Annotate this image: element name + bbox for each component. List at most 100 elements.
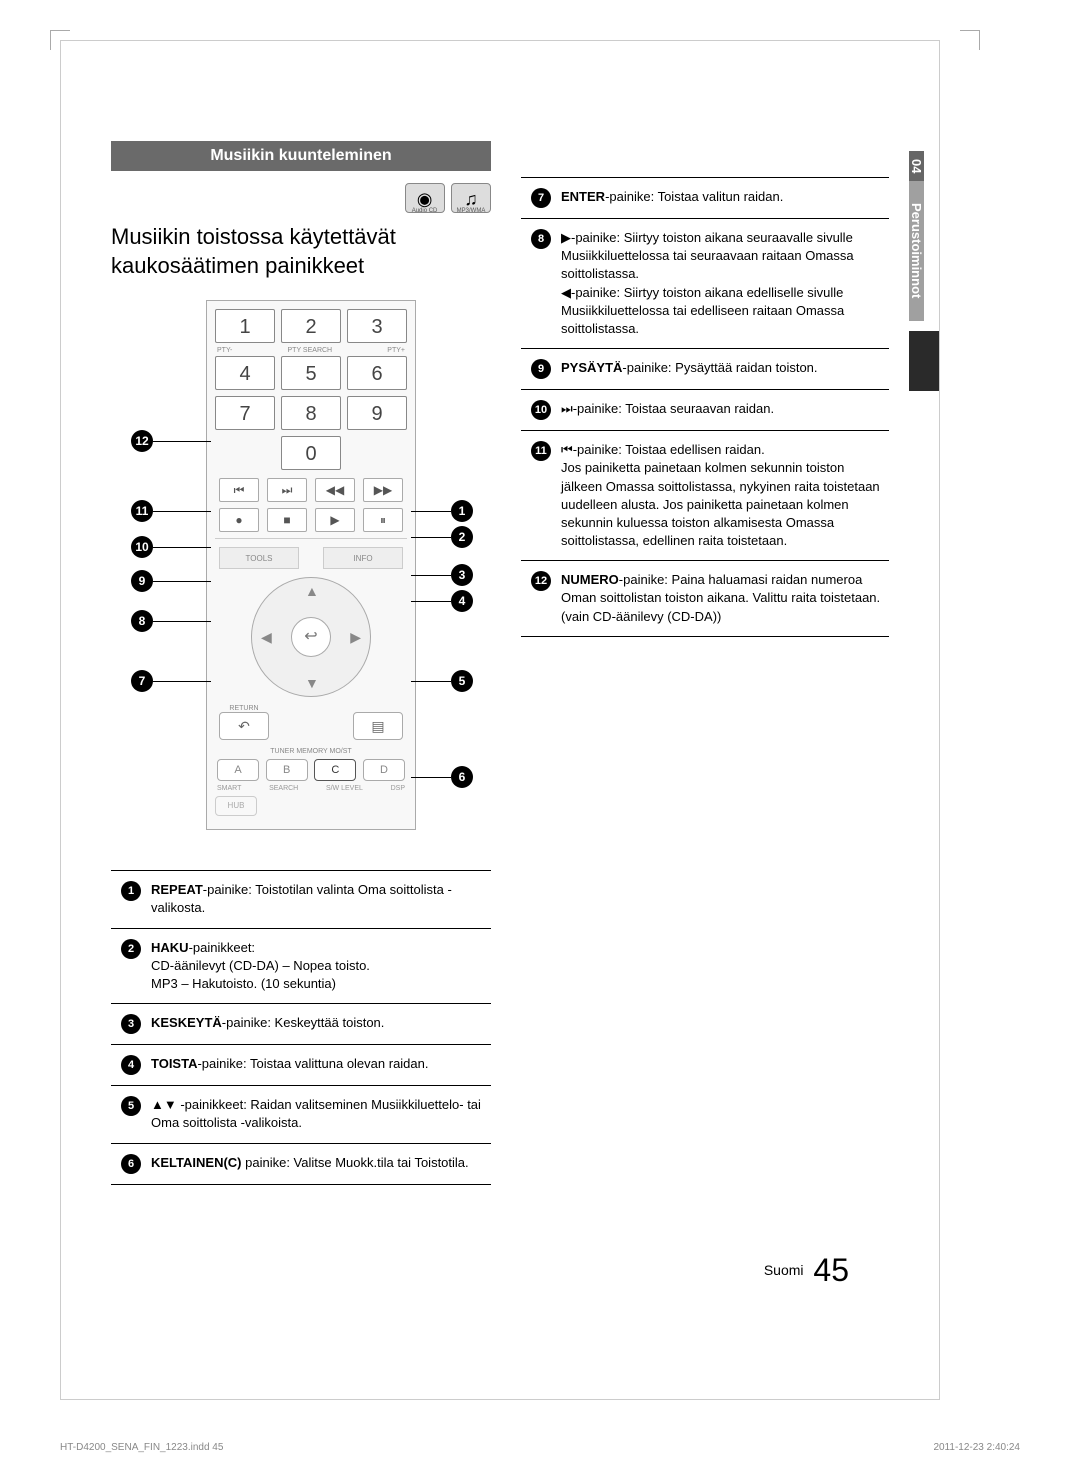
callout-4: 4 [451, 590, 473, 612]
left-desc-table: 1REPEAT-painike: Toistotilan valinta Oma… [111, 870, 491, 1184]
desc-text: TOISTA-painike: Toistaa valittuna olevan… [151, 1055, 491, 1073]
desc-num: 11 [521, 441, 561, 461]
next-track-btn: ⏭ [267, 478, 307, 502]
desc-num: 10 [521, 400, 561, 420]
key-6: 6 [347, 356, 407, 390]
desc-row: 12NUMERO-painike: Paina haluamasi raidan… [521, 561, 889, 637]
callout-11: 11 [131, 500, 153, 522]
right-column: 7ENTER-painike: Toistaa valitun raidan.8… [521, 141, 889, 1185]
color-buttons-row: A B C D [217, 759, 405, 781]
desc-text: PYSÄYTÄ-painike: Pysäyttää raidan toisto… [561, 359, 889, 377]
desc-text: KESKEYTÄ-painike: Keskeyttää toiston. [151, 1014, 491, 1032]
desc-row: 7ENTER-painike: Toistaa valitun raidan. [521, 178, 889, 219]
key-4: 4 [215, 356, 275, 390]
callout-3: 3 [451, 564, 473, 586]
key-9: 9 [347, 396, 407, 430]
transport-row-1: ⏮ ⏭ ◀◀ ▶▶ [215, 478, 407, 502]
key-8: 8 [281, 396, 341, 430]
section-header: Musiikin kuunteleminen [111, 141, 491, 171]
callout-6: 6 [451, 766, 473, 788]
desc-num: 1 [111, 881, 151, 901]
desc-text: ▶-painike: Siirtyy toiston aikana seuraa… [561, 229, 889, 338]
exit-btn: ▤ [353, 712, 403, 740]
print-file: HT-D4200_SENA_FIN_1223.indd 45 [60, 1442, 223, 1453]
desc-text: ⏭-painike: Toistaa seuraavan raidan. [561, 400, 889, 418]
desc-text: KELTAINEN(C) painike: Valitse Muokk.tila… [151, 1154, 491, 1172]
desc-num: 9 [521, 359, 561, 379]
desc-num: 8 [521, 229, 561, 249]
remote-diagram: 1 2 3 PTY- PTY SEARCH PTY+ 4 5 6 7 8 [111, 300, 491, 840]
desc-row: 1REPEAT-painike: Toistotilan valinta Oma… [111, 871, 491, 928]
page: 04 Perustoiminnot Musiikin kuunteleminen… [60, 40, 940, 1400]
color-btn-d: D [363, 759, 405, 781]
desc-row: 3KESKEYTÄ-painike: Keskeyttää toiston. [111, 1004, 491, 1045]
footer: Suomi 45 [764, 1252, 849, 1289]
desc-num: 7 [521, 188, 561, 208]
desc-row: 11⏮-painike: Toistaa edellisen raidan.Jo… [521, 431, 889, 561]
desc-text: HAKU-painikkeet:CD-äänilevyt (CD-DA) – N… [151, 939, 491, 994]
key-5: 5 [281, 356, 341, 390]
key-7: 7 [215, 396, 275, 430]
play-btn: ▶ [315, 508, 355, 532]
crop-mark-tr [960, 30, 980, 50]
desc-text: ENTER-painike: Toistaa valitun raidan. [561, 188, 889, 206]
desc-num: 12 [521, 571, 561, 591]
callout-10: 10 [131, 536, 153, 558]
dpad: ▲ ▼ ◀ ▶ ↩ [251, 577, 371, 697]
side-tab: 04 Perustoiminnot [909, 151, 939, 411]
desc-num: 5 [111, 1096, 151, 1116]
media-icons: ◉ Audio CD ♫ MP3/WMA [111, 183, 491, 213]
color-btn-c: C [314, 759, 356, 781]
callout-9: 9 [131, 570, 153, 592]
return-btn: ↶ [219, 712, 269, 740]
desc-num: 2 [111, 939, 151, 959]
dpad-enter: ↩ [291, 617, 331, 657]
callout-12: 12 [131, 430, 153, 452]
key-2: 2 [281, 309, 341, 343]
tools-btn: TOOLS [219, 547, 299, 569]
desc-row: 4TOISTA-painike: Toistaa valittuna oleva… [111, 1045, 491, 1086]
desc-num: 3 [111, 1014, 151, 1034]
side-tab-number: 04 [909, 151, 924, 181]
sub-labels: SMART SEARCH S/W LEVEL DSP [217, 785, 405, 792]
desc-row: 5▲▼ -painikkeet: Raidan valitseminen Mus… [111, 1086, 491, 1143]
color-btn-b: B [266, 759, 308, 781]
tuner-label: TUNER MEMORY MO/ST [215, 748, 407, 755]
left-column: Musiikin kuunteleminen ◉ Audio CD ♫ MP3/… [111, 141, 491, 1185]
stop-btn: ■ [267, 508, 307, 532]
color-btn-a: A [217, 759, 259, 781]
desc-text: ▲▼ -painikkeet: Raidan valitseminen Musi… [151, 1096, 491, 1132]
remote-body: 1 2 3 PTY- PTY SEARCH PTY+ 4 5 6 7 8 [206, 300, 416, 830]
footer-page: 45 [813, 1252, 849, 1288]
desc-text: ⏮-painike: Toistaa edellisen raidan.Jos … [561, 441, 889, 550]
desc-row: 6KELTAINEN(C) painike: Valitse Muokk.til… [111, 1144, 491, 1185]
dpad-right-icon: ▶ [350, 629, 361, 646]
side-tab-marker [909, 331, 939, 391]
prev-track-btn: ⏮ [219, 478, 259, 502]
dpad-up-icon: ▲ [305, 583, 319, 599]
hub-btn: HUB [215, 796, 257, 816]
audio-cd-icon: ◉ Audio CD [405, 183, 445, 213]
subtitle: Musiikin toistossa käytettävät kaukosäät… [111, 223, 491, 280]
ffwd-btn: ▶▶ [363, 478, 403, 502]
pty-row: PTY- PTY SEARCH PTY+ [217, 347, 405, 354]
dpad-down-icon: ▼ [305, 675, 319, 691]
transport-row-2: ● ■ ▶ ⏸ [215, 508, 407, 532]
desc-row: 8▶-painike: Siirtyy toiston aikana seura… [521, 219, 889, 349]
desc-num: 4 [111, 1055, 151, 1075]
rewind-btn: ◀◀ [315, 478, 355, 502]
callout-1: 1 [451, 500, 473, 522]
mp3-icon: ♫ MP3/WMA [451, 183, 491, 213]
print-time: 2011-12-23 2:40:24 [933, 1442, 1020, 1453]
right-desc-table: 7ENTER-painike: Toistaa valitun raidan.8… [521, 177, 889, 637]
side-tab-label: Perustoiminnot [909, 181, 924, 321]
callout-7: 7 [131, 670, 153, 692]
callout-5: 5 [451, 670, 473, 692]
desc-row: 10⏭-painike: Toistaa seuraavan raidan. [521, 390, 889, 431]
desc-row: 9PYSÄYTÄ-painike: Pysäyttää raidan toist… [521, 349, 889, 390]
desc-text: REPEAT-painike: Toistotilan valinta Oma … [151, 881, 491, 917]
key-1: 1 [215, 309, 275, 343]
key-3: 3 [347, 309, 407, 343]
callout-2: 2 [451, 526, 473, 548]
desc-text: NUMERO-painike: Paina haluamasi raidan n… [561, 571, 889, 626]
